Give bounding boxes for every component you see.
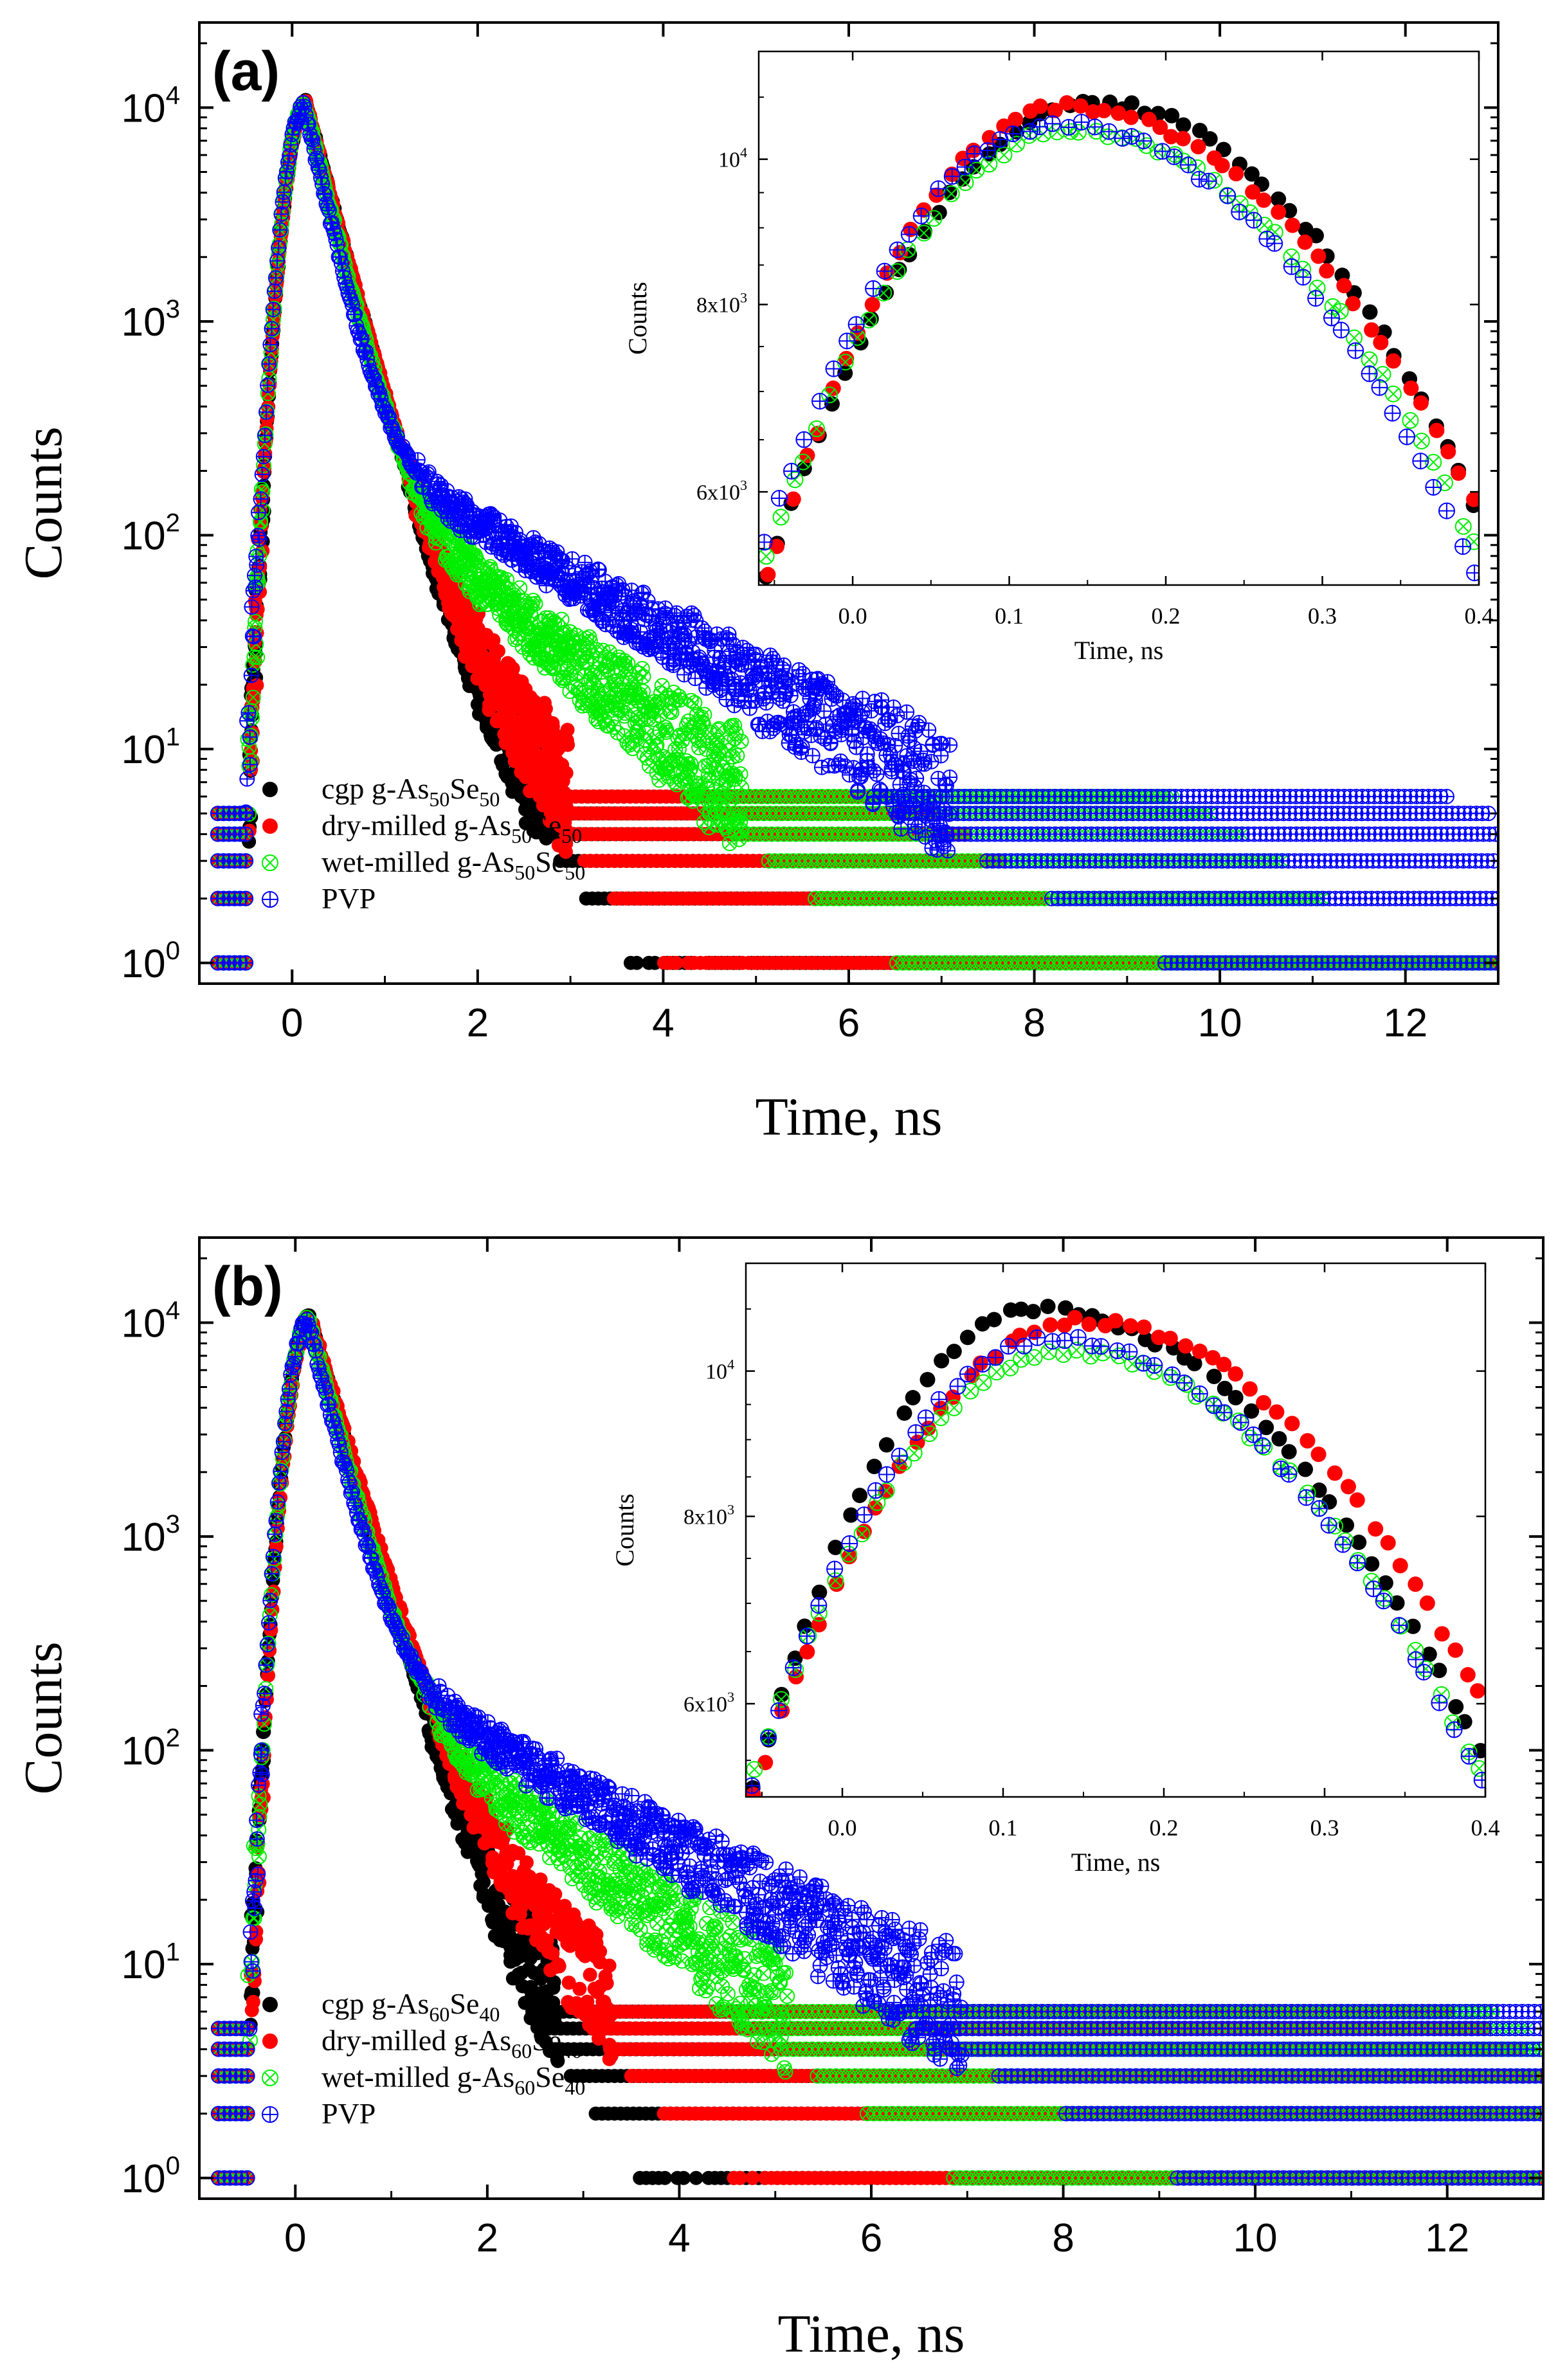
point [491, 644, 505, 658]
point [560, 723, 575, 737]
point [630, 955, 644, 970]
point [559, 766, 574, 780]
point [669, 955, 684, 970]
main-data-points [210, 93, 1498, 971]
point [545, 716, 560, 730]
point [561, 737, 575, 752]
point [538, 701, 553, 716]
